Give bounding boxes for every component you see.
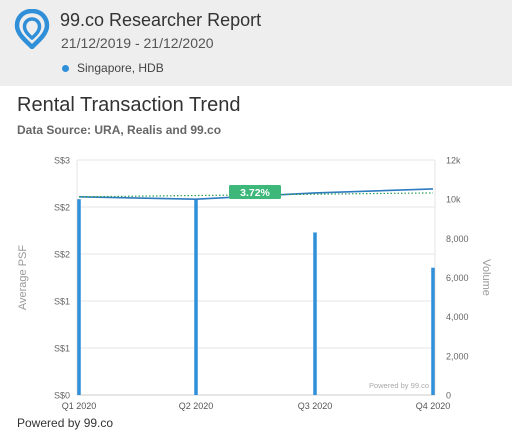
volume-bar [431,267,435,395]
volume-bar [313,232,317,395]
right-tick-label: 12k [446,156,461,166]
x-tick-label: Q1 2020 [62,401,97,411]
chart-subtitle: Data Source: URA, Realis and 99.co [17,123,222,137]
volume-bar [77,199,81,395]
right-axis-title: Volume [480,259,492,296]
chart-watermark: Powered by 99.co [369,381,429,390]
right-tick-label: 0 [446,391,451,401]
x-tick-label: Q4 2020 [416,401,451,411]
volume-bar [194,199,198,395]
right-tick-label: 6,000 [446,273,469,283]
location-dot [62,65,69,72]
right-tick-label: 10k [446,195,461,205]
x-tick-label: Q3 2020 [298,401,333,411]
chart-title: Rental Transaction Trend [17,94,241,116]
left-tick-label: S$1 [54,297,70,307]
right-tick-label: 4,000 [446,312,469,322]
location-pin-icon [14,9,50,49]
location-label: Singapore, HDB [77,61,164,75]
left-tick-label: S$2 [54,250,70,260]
left-tick-label: S$2 [54,203,70,213]
right-tick-label: 8,000 [446,234,469,244]
report-header: 99.co Researcher Report 21/12/2019 - 21/… [0,0,512,86]
date-range: 21/12/2019 - 21/12/2020 [61,35,214,51]
x-tick-label: Q2 2020 [179,401,214,411]
powered-by-footer: Powered by 99.co [17,416,114,430]
change-badge-label: 3.72% [240,187,270,199]
left-tick-label: S$1 [54,344,70,354]
change-badge [229,185,281,199]
left-tick-label: S$3 [54,156,70,166]
left-tick-label: S$0 [54,391,70,401]
left-axis-title: Average PSF [17,245,29,311]
report-title: 99.co Researcher Report [60,10,262,30]
right-tick-label: 2,000 [446,351,469,361]
trend-line [78,192,434,198]
